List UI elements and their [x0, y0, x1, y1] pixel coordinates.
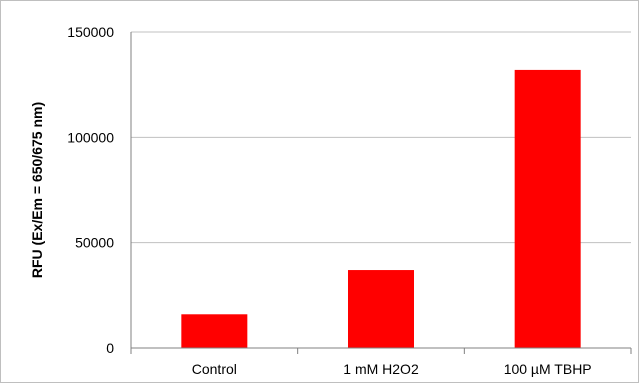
tick-labels: 0 50000 100000 150000 Control 1 mM H2O2 100 µM… — [67, 24, 591, 377]
x-tick-label: 100 µM TBHP — [504, 361, 592, 377]
bar — [514, 69, 581, 349]
x-tick-label: Control — [192, 361, 237, 377]
bar — [348, 270, 414, 348]
y-tick-label: 100000 — [67, 129, 114, 145]
bar — [181, 314, 248, 348]
y-tick-label: 50000 — [75, 235, 114, 251]
x-tick-label: 1 mM H2O2 — [343, 361, 419, 377]
bars — [181, 69, 581, 349]
y-axis-label: RFU (Ex/Em = 650/675 nm) — [29, 102, 45, 278]
y-tick-label: 150000 — [67, 24, 114, 40]
y-tick-label: 0 — [106, 340, 114, 356]
axes — [130, 32, 632, 354]
